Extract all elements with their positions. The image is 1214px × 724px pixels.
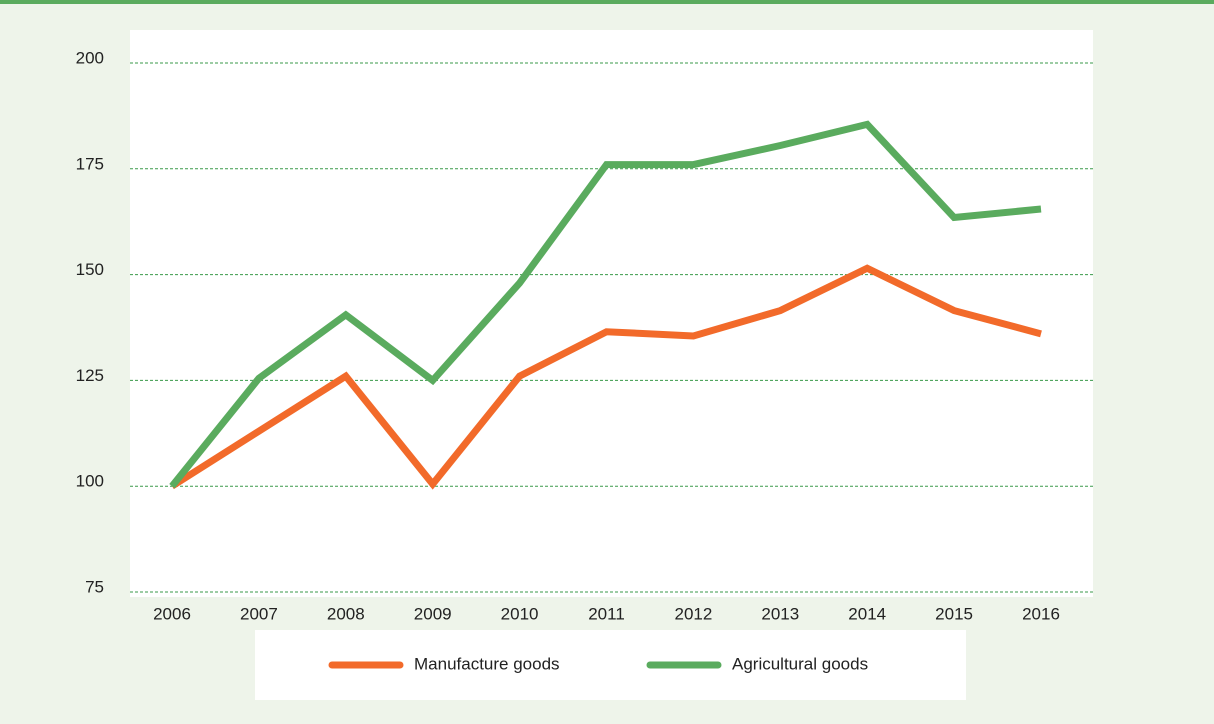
x-tick-label: 2007	[240, 604, 278, 623]
legend-label: Agricultural goods	[732, 654, 868, 673]
x-tick-label: 2013	[761, 604, 799, 623]
x-tick-label: 2006	[153, 604, 191, 623]
plot-area	[130, 30, 1093, 597]
x-tick-label: 2016	[1022, 604, 1060, 623]
legend-label: Manufacture goods	[414, 654, 560, 673]
top-border	[0, 0, 1214, 4]
x-tick-label: 2011	[588, 604, 625, 623]
y-tick-label: 125	[76, 366, 104, 385]
x-tick-label: 2015	[935, 604, 973, 623]
y-tick-label: 100	[76, 472, 104, 491]
y-tick-label: 75	[85, 577, 104, 596]
x-tick-label: 2012	[674, 604, 712, 623]
y-tick-label: 200	[76, 48, 104, 67]
y-tick-label: 175	[76, 154, 104, 173]
x-tick-label: 2008	[327, 604, 365, 623]
y-tick-label: 150	[76, 260, 104, 279]
x-tick-label: 2010	[501, 604, 539, 623]
x-tick-label: 2009	[414, 604, 452, 623]
series-line	[170, 264, 1042, 490]
x-tick-label: 2014	[848, 604, 886, 623]
series-line	[169, 120, 1042, 489]
